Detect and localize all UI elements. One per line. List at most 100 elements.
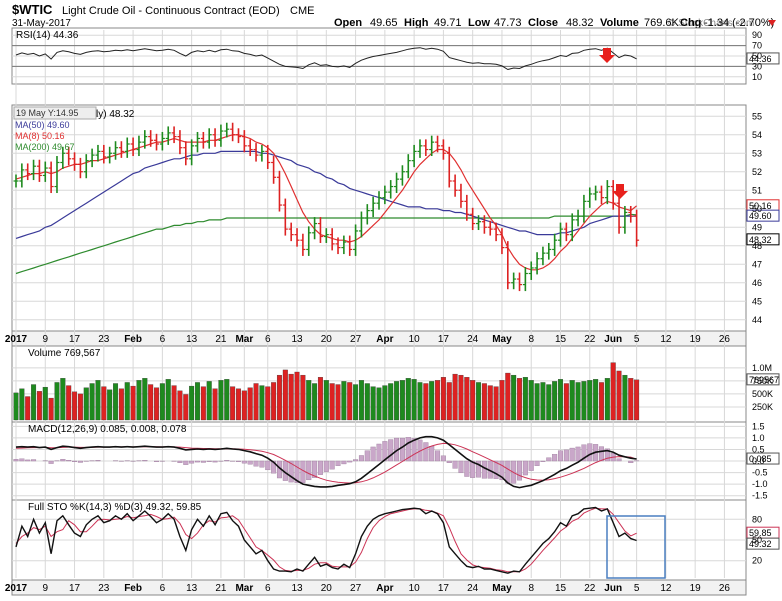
y-tick-label: 45 <box>752 296 762 306</box>
volume-bar <box>60 378 65 420</box>
volume-bar <box>201 387 206 420</box>
macd-histogram-bar <box>505 461 510 483</box>
y-tick-label: 0.5 <box>752 444 765 454</box>
volume-bar <box>441 377 446 420</box>
macd-histogram-bar <box>587 444 592 461</box>
symbol: $WTIC <box>12 2 53 17</box>
volume-bar <box>423 383 428 420</box>
volume-bar <box>213 389 218 420</box>
instrument-name: Light Crude Oil - Continuous Contract (E… <box>62 5 280 17</box>
x-tick-label: 17 <box>438 583 450 594</box>
y-tick-label: 20 <box>752 556 762 566</box>
x-tick-label: 6 <box>265 583 271 594</box>
volume-bar <box>20 389 25 420</box>
x-tick-label: 26 <box>719 334 731 345</box>
y-tick-label: 90 <box>752 30 762 40</box>
y-tick-label: 750K <box>752 376 773 386</box>
volume-bar <box>119 389 124 420</box>
macd-histogram-bar <box>72 461 77 462</box>
volume-bar <box>154 388 159 420</box>
y-tick-label: 50 <box>752 535 762 545</box>
x-tick-label: Mar <box>235 583 253 594</box>
macd-histogram-bar <box>236 461 241 462</box>
volume-bar <box>570 380 575 420</box>
x-tick-label: Apr <box>376 583 393 594</box>
macd-histogram-bar <box>564 450 569 461</box>
volume-bar <box>576 382 581 420</box>
volume-bar <box>464 377 469 420</box>
y-tick-label: 48 <box>752 241 762 251</box>
volume-bar <box>634 380 639 420</box>
x-tick-label: Apr <box>376 334 393 345</box>
macd-histogram-bar <box>529 461 534 471</box>
x-tick-label: 17 <box>438 334 450 345</box>
x-tick-label: 27 <box>350 583 362 594</box>
x-tick-label: 2017 <box>5 583 28 594</box>
volume-bar <box>511 375 516 420</box>
macd-histogram-bar <box>347 461 352 462</box>
macd-histogram-bar <box>324 461 329 472</box>
x-tick-label: 21 <box>215 334 227 345</box>
volume-bar <box>207 381 212 420</box>
y-tick-label: 10 <box>752 72 762 82</box>
x-tick-label: Feb <box>124 334 142 345</box>
y-tick-label: 1.5 <box>752 421 765 431</box>
macd-histogram-bar <box>482 461 487 478</box>
x-tick-label: 23 <box>98 583 110 594</box>
macd-histogram-bar <box>25 460 30 461</box>
macd-histogram-bar <box>49 461 54 464</box>
macd-histogram-bar <box>201 461 206 462</box>
x-tick-label: 13 <box>291 583 303 594</box>
volume-bar <box>189 386 194 420</box>
chg-value: -1.34 (-2.70%) <box>704 17 774 29</box>
macd-histogram-bar <box>265 461 270 470</box>
volume-bar <box>541 382 546 420</box>
volume-bar <box>324 380 329 420</box>
y-tick-label: 500K <box>752 389 773 399</box>
ma200-label: MA(200) 49.67 <box>15 142 75 152</box>
chart-date: 31-May-2017 <box>12 18 71 29</box>
volume-bar <box>447 382 452 420</box>
y-tick-label: 50 <box>752 51 762 61</box>
volume-bar <box>388 383 393 420</box>
volume-bar <box>523 377 528 420</box>
volume-bar <box>172 386 177 420</box>
volume-label: Volume 769,567 <box>28 348 101 359</box>
macd-histogram-bar <box>599 447 604 461</box>
rsi-label: RSI(14) 44.36 <box>16 30 79 41</box>
volume-bar <box>500 380 505 420</box>
y-tick-label: 0.0 <box>752 456 765 466</box>
volume-bar <box>599 382 604 420</box>
volume-bar <box>160 383 165 420</box>
volume-bar <box>271 382 276 420</box>
x-tick-label: 17 <box>69 583 81 594</box>
volume-bar <box>359 380 364 420</box>
y-tick-label: 47 <box>752 259 762 269</box>
volume-bar <box>400 380 405 420</box>
legend-last: ly) 48.32 <box>96 109 135 120</box>
volume-bar <box>617 371 622 420</box>
macd-histogram-bar <box>330 461 335 469</box>
y-tick-label: 1.0M <box>752 363 772 373</box>
volume-bar <box>336 385 341 420</box>
y-tick-label: 80 <box>752 514 762 524</box>
x-tick-label: 15 <box>555 583 567 594</box>
x-tick-label: 13 <box>186 334 198 345</box>
macd-histogram-bar <box>254 461 259 466</box>
x-tick-label: Jun <box>604 583 622 594</box>
x-tick-label: 6 <box>160 334 166 345</box>
x-tick-label: 19 <box>690 583 702 594</box>
volume-bar <box>558 379 563 420</box>
volume-bar <box>166 379 171 420</box>
volume-bar <box>593 379 598 420</box>
volume-bar <box>283 370 288 420</box>
macd-histogram-bar <box>459 461 464 473</box>
macd-histogram-bar <box>301 461 306 483</box>
x-tick-label: 19 <box>690 334 702 345</box>
macd-histogram-bar <box>423 443 428 462</box>
volume-bar <box>488 386 493 420</box>
volume-bar <box>476 382 481 420</box>
macd-histogram-bar <box>207 461 212 462</box>
volume-bar <box>90 383 95 420</box>
x-tick-label: Feb <box>124 583 142 594</box>
